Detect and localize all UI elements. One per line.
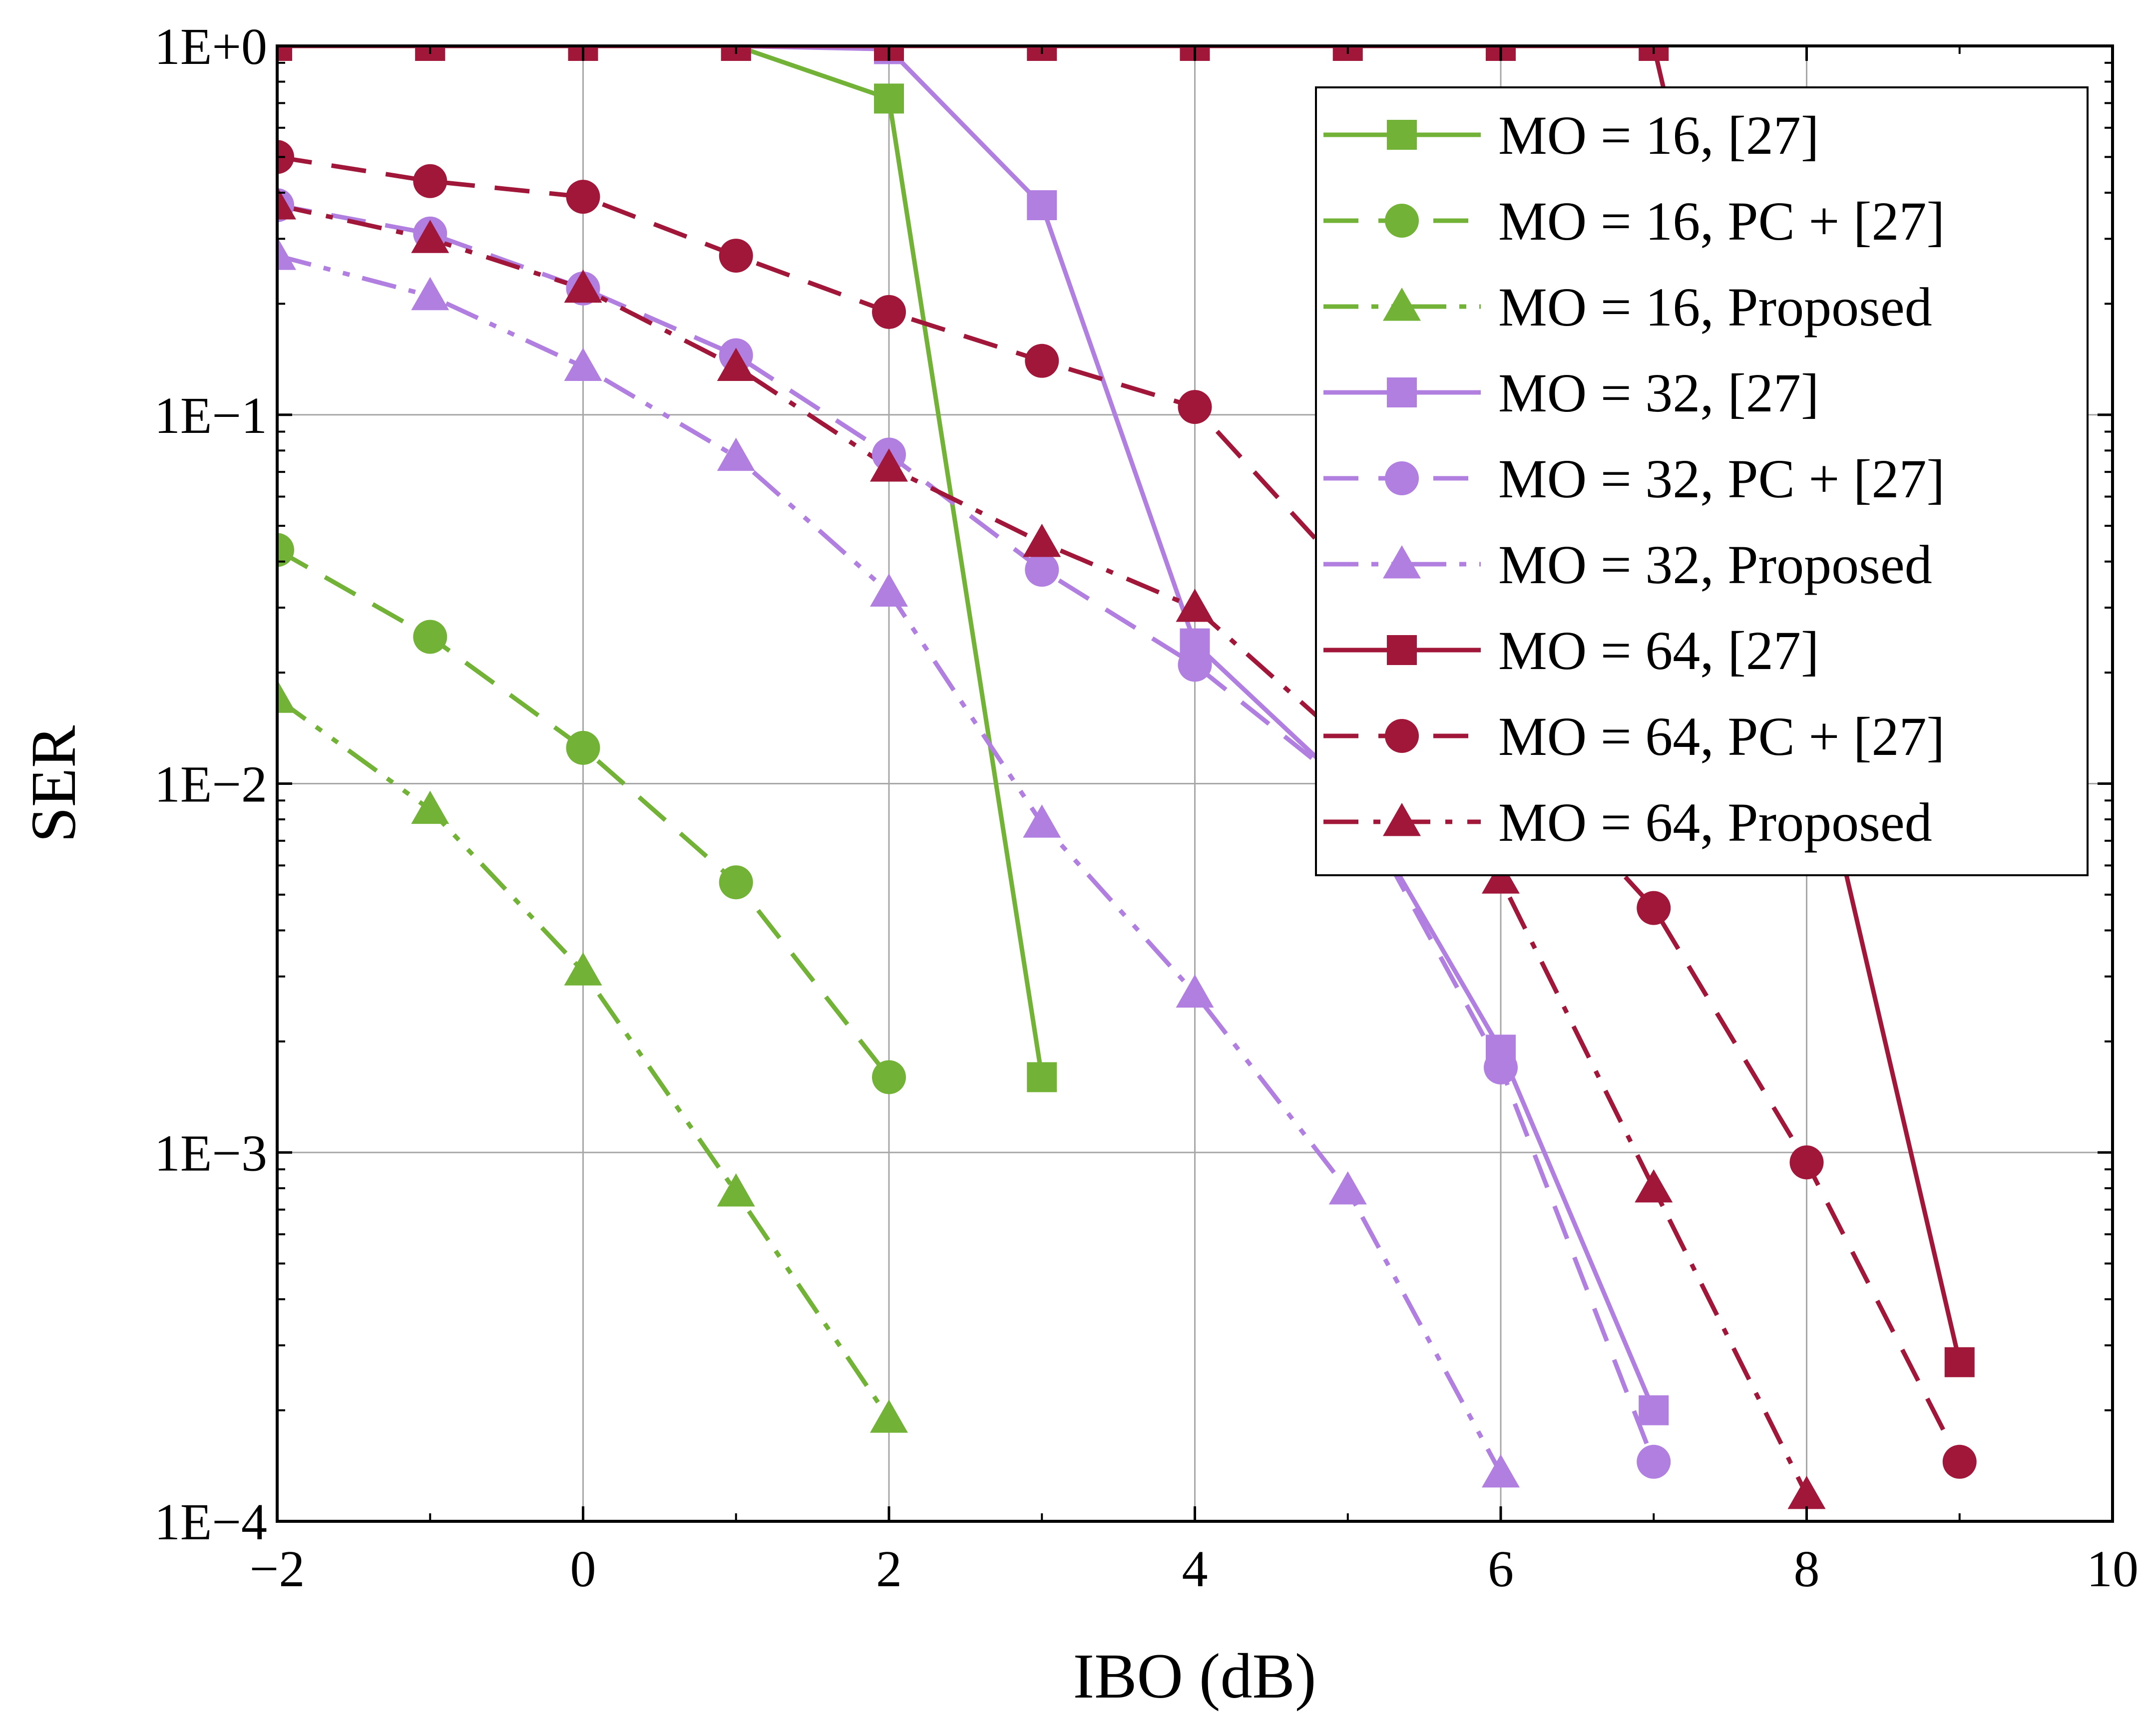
tick-labels: −2 0 2 4 6 8 10 1E+0 1E−1 1E−2 1E−3 1E−4 [154, 18, 2139, 1598]
x-tick-label: 4 [1182, 1540, 1208, 1598]
legend-swatch-marker [1385, 461, 1419, 495]
series-line-3 [277, 696, 891, 1420]
data-point-series-9 [1635, 1169, 1673, 1203]
y-tick-label: 1E−1 [154, 387, 267, 444]
data-point-series-7 [277, 46, 292, 61]
data-point-series-8 [1178, 390, 1212, 424]
x-tick-label: −2 [250, 1540, 305, 1598]
data-point-series-8 [566, 180, 600, 214]
legend-label: MO = 16, PC + [27] [1498, 191, 1945, 252]
data-point-series-8 [1789, 1145, 1824, 1180]
data-point-series-1 [1027, 1062, 1057, 1092]
legend-label: MO = 32, PC + [27] [1498, 448, 1945, 509]
legend-box [1315, 86, 2089, 876]
legend-label: MO = 16, Proposed [1498, 277, 1932, 338]
data-point-series-2 [566, 730, 600, 765]
series-line-4 [277, 46, 1656, 1411]
data-point-series-8 [413, 164, 447, 198]
data-point-series-2 [719, 865, 753, 900]
data-point-series-9 [277, 186, 296, 220]
data-point-series-3 [277, 680, 296, 713]
data-point-series-3 [411, 790, 449, 824]
series-line-8 [277, 154, 1962, 1463]
data-point-series-6 [717, 437, 755, 471]
x-tick-label: 2 [876, 1540, 902, 1598]
data-point-series-4 [1027, 190, 1057, 220]
series-line-5 [277, 203, 1656, 1463]
legend-swatch-marker [1383, 288, 1421, 321]
data-point-series-2 [413, 620, 447, 654]
data-point-series-8 [872, 295, 906, 329]
data-point-series-6 [564, 347, 602, 381]
data-point-series-4 [1639, 1395, 1669, 1425]
data-point-series-8 [1942, 1444, 1977, 1479]
data-point-series-5 [1178, 648, 1212, 682]
legend-label: MO = 16, [27] [1498, 105, 1819, 166]
y-axis-title: SER [18, 725, 89, 842]
legend-swatch-marker [1383, 545, 1421, 579]
data-point-series-5 [1025, 553, 1059, 587]
legend-swatch-marker [1387, 377, 1417, 407]
data-point-series-3 [564, 952, 602, 986]
axis-ticks [276, 44, 2114, 1523]
data-point-series-2 [872, 1060, 906, 1094]
data-point-series-9 [717, 347, 755, 381]
x-tick-label: 6 [1488, 1540, 1514, 1598]
data-point-series-6 [277, 237, 296, 270]
data-point-series-5 [1637, 1444, 1671, 1479]
x-tick-label: 0 [570, 1540, 596, 1598]
legend-label: MO = 64, PC + [27] [1498, 706, 1945, 767]
x-axis-title: IBO (dB) [1073, 1641, 1316, 1712]
series-line-2 [277, 548, 891, 1079]
data-point-series-3 [717, 1173, 755, 1207]
legend-label: MO = 64, [27] [1498, 620, 1819, 681]
data-point-series-8 [719, 239, 753, 273]
series-line-9 [277, 203, 1809, 1496]
data-point-series-7 [1944, 1347, 1975, 1378]
legend-swatch-marker [1385, 204, 1419, 238]
data-point-series-9 [411, 220, 449, 253]
data-point-series-9 [1482, 860, 1520, 894]
data-point-series-9 [1787, 1475, 1826, 1509]
data-point-series-3 [870, 1399, 908, 1433]
data-point-series-6 [411, 277, 449, 311]
data-point-series-8 [1637, 891, 1671, 925]
legend-swatch-marker [1387, 120, 1417, 150]
y-tick-label: 1E−4 [154, 1493, 267, 1551]
legend-swatch-marker [1383, 803, 1421, 836]
y-tick-label: 1E−3 [154, 1124, 267, 1182]
data-point-series-6 [870, 573, 908, 607]
data-point-series-9 [564, 269, 602, 303]
data-point-series-6 [1328, 1171, 1367, 1205]
data-point-series-6 [1176, 974, 1214, 1008]
data-point-series-1 [874, 83, 904, 114]
legend-label: MO = 64, Proposed [1498, 792, 1932, 853]
data-point-series-9 [870, 448, 908, 482]
legend-swatch-marker [1387, 635, 1417, 665]
data-point-series-2 [277, 533, 294, 567]
data-point-series-8 [277, 140, 294, 174]
legend-swatch-marker [1385, 719, 1419, 753]
legend-label: MO = 32, [27] [1498, 362, 1819, 423]
series-line-1 [277, 46, 1044, 1078]
y-tick-label: 1E−2 [154, 756, 267, 813]
data-point-series-6 [1023, 804, 1061, 838]
y-tick-label: 1E+0 [154, 18, 267, 75]
data-point-series-8 [1025, 344, 1059, 378]
data-point-series-6 [1482, 1454, 1520, 1488]
legend-label: MO = 32, Proposed [1498, 534, 1932, 595]
legend: MO = 16, [27] MO = 16, PC + [27] MO = 16, … [1315, 86, 2089, 876]
x-tick-label: 10 [2087, 1540, 2139, 1598]
x-tick-label: 8 [1794, 1540, 1820, 1598]
data-point-series-9 [1176, 589, 1214, 622]
data-point-series-5 [1484, 1050, 1518, 1085]
data-point-series-9 [1023, 523, 1061, 557]
